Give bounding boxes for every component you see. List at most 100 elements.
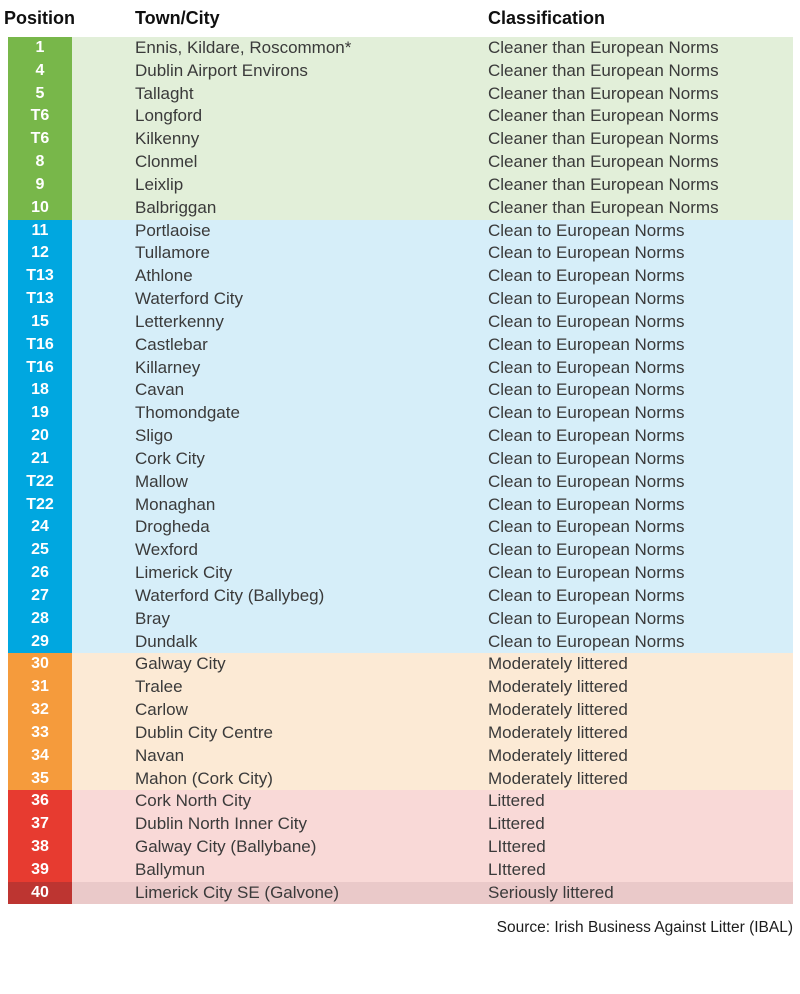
table-header: Position Town/City Classification [0, 0, 800, 37]
classification-cell: Moderately littered [488, 677, 628, 697]
town-cell: Leixlip [135, 174, 184, 194]
table-row: 25 Wexford Clean to European Norms [8, 539, 793, 563]
town-cell: Clonmel [135, 152, 198, 172]
classification-cell: Cleaner than European Norms [488, 38, 719, 57]
classification-cell: Moderately littered [488, 768, 628, 788]
position-cell: 10 [8, 196, 72, 220]
classification-cell: Clean to European Norms [488, 426, 685, 446]
table-row: 35 Mahon (Cork City) Moderately littered [8, 767, 793, 791]
table-row: 21 Cork City Clean to European Norms [8, 447, 793, 471]
classification-cell: Clean to European Norms [488, 448, 685, 468]
table-row: 40 Limerick City SE (Galvone) Seriously li… [8, 881, 793, 905]
position-cell: T22 [8, 470, 72, 494]
classification-cell: Moderately littered [488, 745, 628, 765]
table-row: 19 Thomondgate Clean to European Norms [8, 402, 793, 426]
position-cell: 18 [8, 379, 72, 403]
position-cell: T6 [8, 128, 72, 152]
position-cell: 33 [8, 721, 72, 745]
classification-cell: Clean to European Norms [488, 266, 685, 286]
table-row: 26 Limerick City Clean to European Norms [8, 562, 793, 585]
town-cell: Letterkenny [135, 311, 224, 331]
town-cell: Athlone [135, 266, 193, 286]
classification-cell: Cleaner than European Norms [488, 129, 719, 149]
classification-cell: Clean to European Norms [488, 471, 685, 491]
classification-cell: Clean to European Norms [488, 631, 685, 651]
table-row: 4 Dublin Airport Environs Cleaner than Eur… [8, 59, 793, 83]
table-row: 32 Carlow Moderately littered [8, 699, 793, 722]
classification-cell: Cleaner than European Norms [488, 83, 719, 103]
table-row: T13 Athlone Clean to European Norms [8, 265, 793, 289]
town-cell: Monaghan [135, 494, 216, 514]
classification-cell: Cleaner than European Norms [488, 106, 719, 126]
town-cell: Tralee [135, 677, 183, 697]
table-row: 15 Letterkenny Clean to European Norms [8, 310, 793, 334]
classification-cell: Clean to European Norms [488, 357, 685, 377]
classification-cell: Clean to European Norms [488, 334, 685, 354]
position-cell: 15 [8, 310, 72, 334]
table-row: 29 Dundalk Clean to European Norms [8, 630, 793, 654]
classification-cell: Cleaner than European Norms [488, 152, 719, 172]
position-cell: 5 [8, 82, 72, 106]
table-row: 5 Tallaght Cleaner than European Norms [8, 82, 793, 106]
classification-cell: Cleaner than European Norms [488, 60, 719, 80]
position-cell: 1 [8, 37, 72, 60]
position-cell: 24 [8, 516, 72, 540]
position-cell: 9 [8, 173, 72, 197]
position-cell: 39 [8, 858, 72, 882]
classification-cell: Clean to European Norms [488, 289, 685, 309]
classification-cell: Moderately littered [488, 722, 628, 742]
town-cell: Waterford City (Ballybeg) [135, 585, 325, 605]
classification-cell: Littered [488, 791, 545, 811]
position-cell: 35 [8, 767, 72, 791]
table-row: 27 Waterford City (Ballybeg) Clean to Euro… [8, 584, 793, 608]
position-cell: T13 [8, 265, 72, 289]
classification-cell: Clean to European Norms [488, 608, 685, 628]
town-cell: Dublin City Centre [135, 722, 273, 742]
town-cell: Balbriggan [135, 197, 217, 217]
position-cell: 40 [8, 881, 72, 905]
table-body: 1 Ennis, Kildare, Roscommon* Cleaner than … [8, 37, 793, 905]
town-cell: Kilkenny [135, 129, 200, 149]
table-row: T13 Waterford City Clean to European Norms [8, 288, 793, 311]
town-cell: Sligo [135, 426, 173, 446]
position-cell: 30 [8, 653, 72, 677]
column-header-town: Town/City [135, 8, 220, 28]
town-cell: Ballymun [135, 859, 205, 879]
classification-cell: Clean to European Norms [488, 494, 685, 514]
position-cell: 28 [8, 607, 72, 631]
town-cell: Killarney [135, 357, 201, 377]
position-cell: T6 [8, 105, 72, 129]
classification-cell: Moderately littered [488, 654, 628, 674]
town-cell: Castlebar [135, 334, 208, 354]
position-cell: 19 [8, 402, 72, 426]
classification-cell: Clean to European Norms [488, 563, 685, 583]
position-cell: 29 [8, 630, 72, 654]
town-cell: Ennis, Kildare, Roscommon* [135, 38, 352, 57]
classification-cell: Moderately littered [488, 700, 628, 720]
table-row: 10 Balbriggan Cleaner than European Norms [8, 196, 793, 220]
town-cell: Wexford [135, 540, 198, 560]
table-row: T6 Longford Cleaner than European Norms [8, 105, 793, 129]
town-cell: Galway City (Ballybane) [135, 836, 317, 856]
classification-cell: Clean to European Norms [488, 517, 685, 537]
classification-cell: Littered [488, 814, 545, 834]
table-row: 9 Leixlip Cleaner than European Norms [8, 173, 793, 197]
town-cell: Thomondgate [135, 403, 240, 423]
table-row: 11 Portlaoise Clean to European Norms [8, 219, 793, 243]
town-cell: Galway City [135, 654, 226, 674]
town-cell: Longford [135, 106, 203, 126]
town-cell: Mahon (Cork City) [135, 768, 273, 788]
position-cell: 4 [8, 59, 72, 83]
classification-cell: LIttered [488, 836, 546, 856]
town-cell: Cork North City [135, 791, 252, 811]
table-row: 18 Cavan Clean to European Norms [8, 379, 793, 403]
classification-cell: Seriously littered [488, 882, 614, 902]
town-cell: Dundalk [135, 631, 198, 651]
town-cell: Limerick City SE (Galvone) [135, 882, 340, 902]
position-cell: T13 [8, 288, 72, 311]
position-cell: 12 [8, 242, 72, 266]
position-cell: 31 [8, 676, 72, 700]
position-cell: 32 [8, 699, 72, 722]
table-row: 8 Clonmel Cleaner than European Norms [8, 151, 793, 174]
